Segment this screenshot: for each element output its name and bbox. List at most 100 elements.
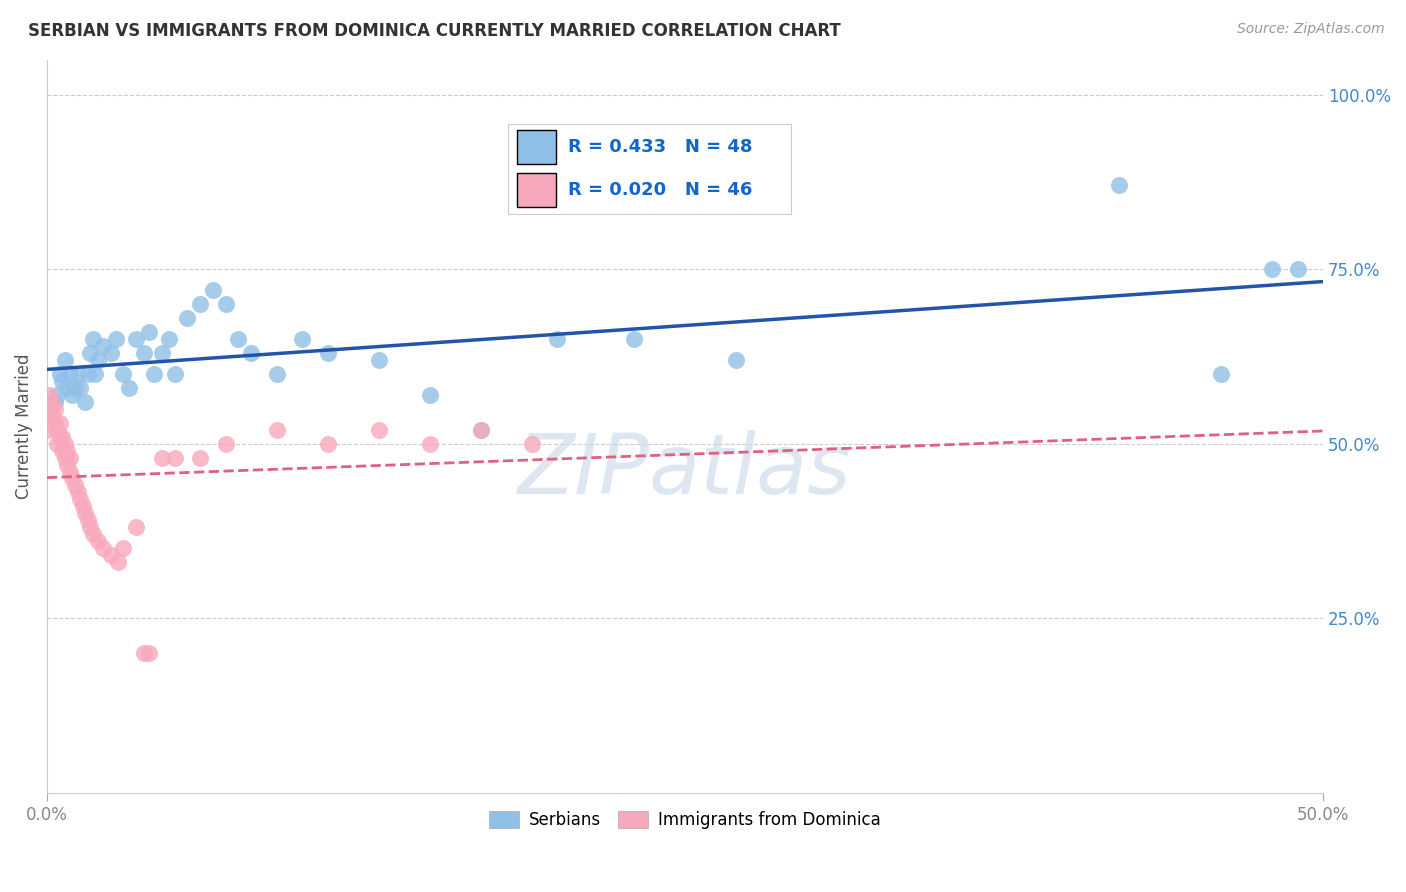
Point [87, 534, 110, 549]
Point [91, 339, 114, 353]
Point [132, 346, 155, 360]
Point [419, 388, 441, 402]
Point [75, 507, 97, 521]
Point [132, 646, 155, 660]
Point [367, 423, 389, 437]
Point [107, 555, 129, 569]
Point [1209, 367, 1232, 381]
Point [62, 471, 84, 485]
Point [46, 436, 69, 450]
Point [41, 409, 63, 423]
Point [163, 367, 186, 381]
Point [188, 450, 211, 465]
Point [53, 352, 76, 367]
Point [62, 388, 84, 402]
Point [470, 423, 492, 437]
Point [69, 381, 91, 395]
Point [214, 436, 236, 450]
Point [214, 297, 236, 311]
Point [48, 416, 70, 430]
Point [51, 443, 73, 458]
Point [44, 394, 66, 409]
Point [1261, 262, 1284, 277]
Point [176, 310, 198, 325]
Point [79, 520, 101, 534]
Point [150, 450, 173, 465]
Point [35, 423, 58, 437]
Text: Source: ZipAtlas.com: Source: ZipAtlas.com [1237, 22, 1385, 37]
Point [546, 332, 568, 346]
FancyBboxPatch shape [516, 173, 557, 207]
Point [470, 423, 492, 437]
Point [63, 478, 86, 492]
Point [56, 381, 79, 395]
Point [725, 352, 748, 367]
Point [367, 352, 389, 367]
Point [100, 346, 122, 360]
Point [53, 450, 76, 465]
Point [75, 394, 97, 409]
Point [138, 646, 160, 660]
Point [163, 450, 186, 465]
Point [51, 429, 73, 443]
Point [41, 394, 63, 409]
Point [69, 492, 91, 507]
Point [48, 367, 70, 381]
Point [228, 332, 250, 346]
Point [188, 297, 211, 311]
Point [82, 527, 104, 541]
Point [623, 332, 645, 346]
Point [84, 367, 107, 381]
Point [46, 388, 69, 402]
Point [53, 436, 76, 450]
Point [240, 346, 263, 360]
Point [87, 352, 110, 367]
Point [44, 416, 66, 430]
FancyBboxPatch shape [516, 130, 557, 164]
Point [38, 388, 60, 402]
Point [56, 443, 79, 458]
Point [82, 332, 104, 346]
Point [56, 458, 79, 472]
Point [63, 381, 86, 395]
Point [59, 450, 82, 465]
Point [125, 332, 148, 346]
Point [316, 346, 339, 360]
Point [51, 374, 73, 388]
Point [59, 367, 82, 381]
Point [66, 485, 89, 500]
Point [66, 367, 89, 381]
Point [112, 367, 135, 381]
Point [291, 332, 314, 346]
Text: SERBIAN VS IMMIGRANTS FROM DOMINICA CURRENTLY MARRIED CORRELATION CHART: SERBIAN VS IMMIGRANTS FROM DOMINICA CURR… [28, 22, 841, 40]
Point [266, 423, 288, 437]
Point [100, 549, 122, 563]
Point [117, 381, 139, 395]
Y-axis label: Currently Married: Currently Married [15, 353, 32, 499]
Point [520, 436, 543, 450]
Point [201, 283, 224, 297]
Point [91, 541, 114, 556]
Point [143, 367, 166, 381]
Point [125, 520, 148, 534]
Point [38, 401, 60, 416]
Point [419, 436, 441, 450]
Point [1286, 262, 1309, 277]
Point [44, 401, 66, 416]
Point [157, 332, 180, 346]
Point [316, 436, 339, 450]
Text: R = 0.433   N = 48: R = 0.433 N = 48 [568, 138, 752, 156]
Point [266, 367, 288, 381]
Point [59, 465, 82, 479]
Point [79, 346, 101, 360]
Point [76, 513, 98, 527]
Text: R = 0.020   N = 46: R = 0.020 N = 46 [568, 181, 752, 199]
Point [48, 429, 70, 443]
Point [1108, 178, 1130, 193]
Point [72, 500, 94, 514]
Point [150, 346, 173, 360]
Point [46, 423, 69, 437]
Point [76, 367, 98, 381]
Text: ZIPatlas: ZIPatlas [519, 430, 852, 510]
Point [138, 325, 160, 339]
